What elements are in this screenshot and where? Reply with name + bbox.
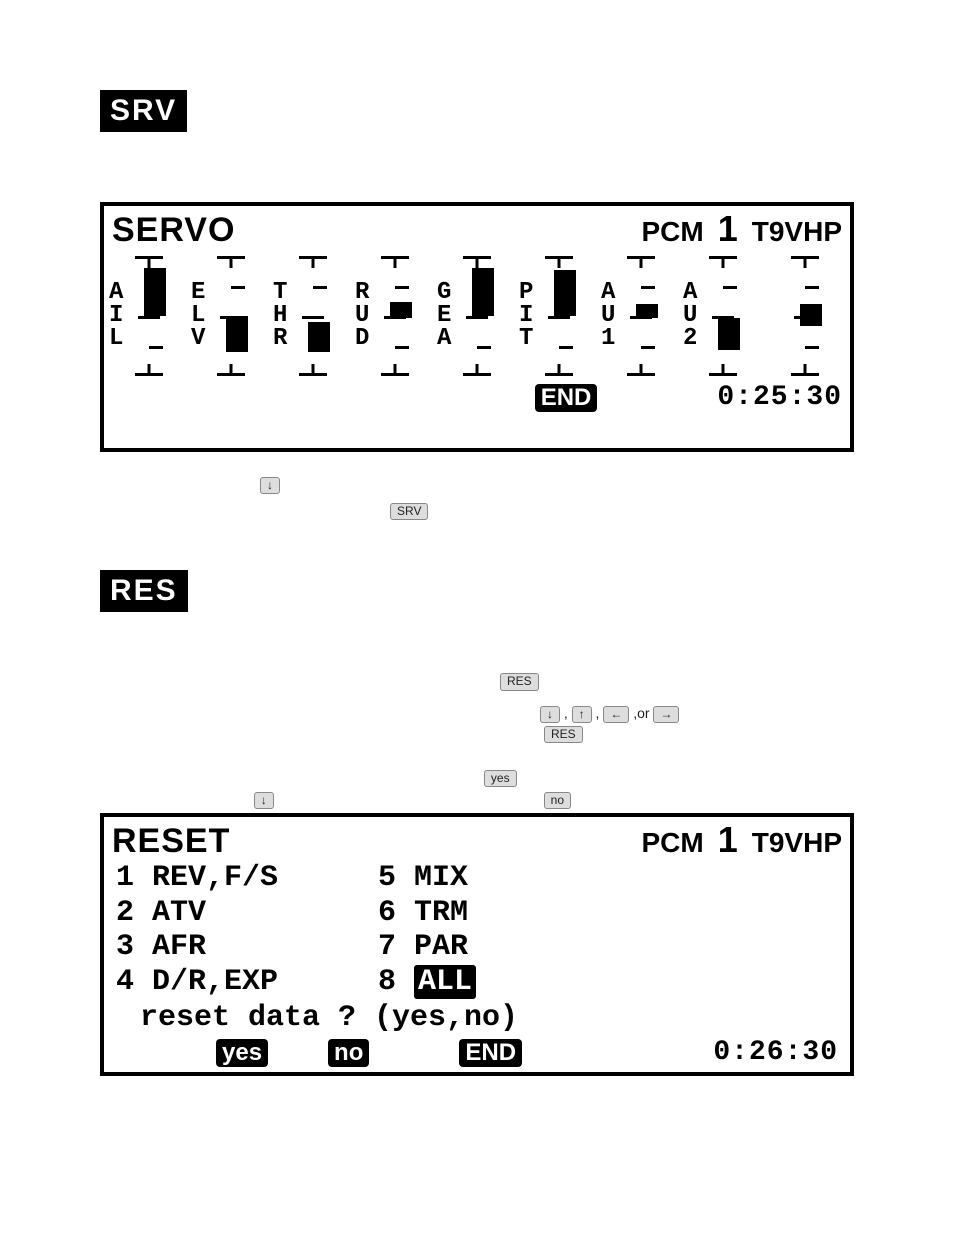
yes-button[interactable]: yes (216, 1039, 268, 1067)
reset-menu-item[interactable]: 6 TRM (378, 896, 476, 931)
servo-channel: P I T (521, 256, 597, 376)
reset-title: RESET (112, 822, 230, 861)
servo-ch-label: R U D (355, 282, 369, 350)
servo-ch-label: E L V (191, 282, 205, 350)
servo-channel: R U D (357, 256, 433, 376)
srv-key: SRV (390, 503, 428, 520)
servo-channel (767, 256, 843, 376)
yes-key-hint: yes (484, 770, 517, 787)
servo-ch-label: A U 2 (683, 282, 697, 350)
reset-menu-item[interactable]: 3 AFR (116, 930, 278, 965)
servo-channel: T H R (275, 256, 351, 376)
servo-bar (144, 268, 166, 316)
right-key-hint: → (653, 706, 679, 723)
reset-model-name: T9VHP (752, 827, 842, 859)
servo-bar (718, 318, 740, 349)
servo-lcd: SERVO PCM 1 T9VHP A I L E L V T H R (100, 202, 854, 452)
servo-ch-label: A I L (109, 282, 123, 350)
reset-menu-item[interactable]: 8 ALL (378, 965, 476, 1000)
servo-ch-label: G E A (437, 282, 451, 350)
reset-menu-item[interactable]: 1 REV,F/S (116, 861, 278, 896)
model-number: 1 (718, 208, 738, 250)
res-key-hint2: RES (544, 726, 583, 743)
res-section-label: RES (100, 570, 188, 612)
down-key: ↓ (260, 477, 280, 494)
servo-channel: A I L (111, 256, 187, 376)
end-button[interactable]: END (535, 384, 598, 412)
up-key-hint: ↑ (572, 706, 592, 723)
srv-section-label: SRV (100, 90, 187, 132)
model-name: T9VHP (752, 216, 842, 248)
res-key-hint: RES (500, 673, 539, 690)
left-key-hint: ← (603, 706, 629, 723)
reset-menu-item[interactable]: 2 ATV (116, 896, 278, 931)
servo-ch-label: P I T (519, 282, 533, 350)
servo-bar (390, 302, 412, 319)
no-key-hint: no (544, 792, 571, 809)
or-text: ,or (633, 705, 649, 721)
servo-title: SERVO (112, 211, 235, 250)
servo-timer: 0:25:30 (717, 382, 842, 413)
reset-prompt: reset data ? (yes,no) (116, 1001, 838, 1035)
down-key-hint2: ↓ (254, 792, 274, 809)
no-button[interactable]: no (328, 1039, 369, 1067)
reset-menu-item[interactable]: 5 MIX (378, 861, 476, 896)
servo-bar (308, 322, 330, 352)
servo-channel: A U 2 (685, 256, 761, 376)
servo-channel: A U 1 (603, 256, 679, 376)
servo-bar (636, 304, 658, 318)
servo-bar (554, 270, 576, 316)
reset-timer: 0:26:30 (713, 1037, 838, 1068)
servo-ch-label: A U 1 (601, 282, 615, 350)
reset-menu-item[interactable]: 4 D/R,EXP (116, 965, 278, 1000)
mode-label: PCM (641, 216, 703, 248)
servo-channel: E L V (193, 256, 269, 376)
servo-ch-label: T H R (273, 282, 287, 350)
servo-bar (472, 268, 494, 316)
servo-bar (800, 304, 822, 326)
reset-model-number: 1 (718, 819, 738, 861)
reset-lcd: RESET PCM 1 T9VHP 1 REV,F/S2 ATV3 AFR4 D… (100, 813, 854, 1076)
servo-bar (226, 316, 248, 352)
reset-end-button[interactable]: END (459, 1039, 522, 1067)
servo-channel: G E A (439, 256, 515, 376)
reset-menu-item[interactable]: 7 PAR (378, 930, 476, 965)
reset-mode-label: PCM (641, 827, 703, 859)
down-key-hint: ↓ (540, 706, 560, 723)
